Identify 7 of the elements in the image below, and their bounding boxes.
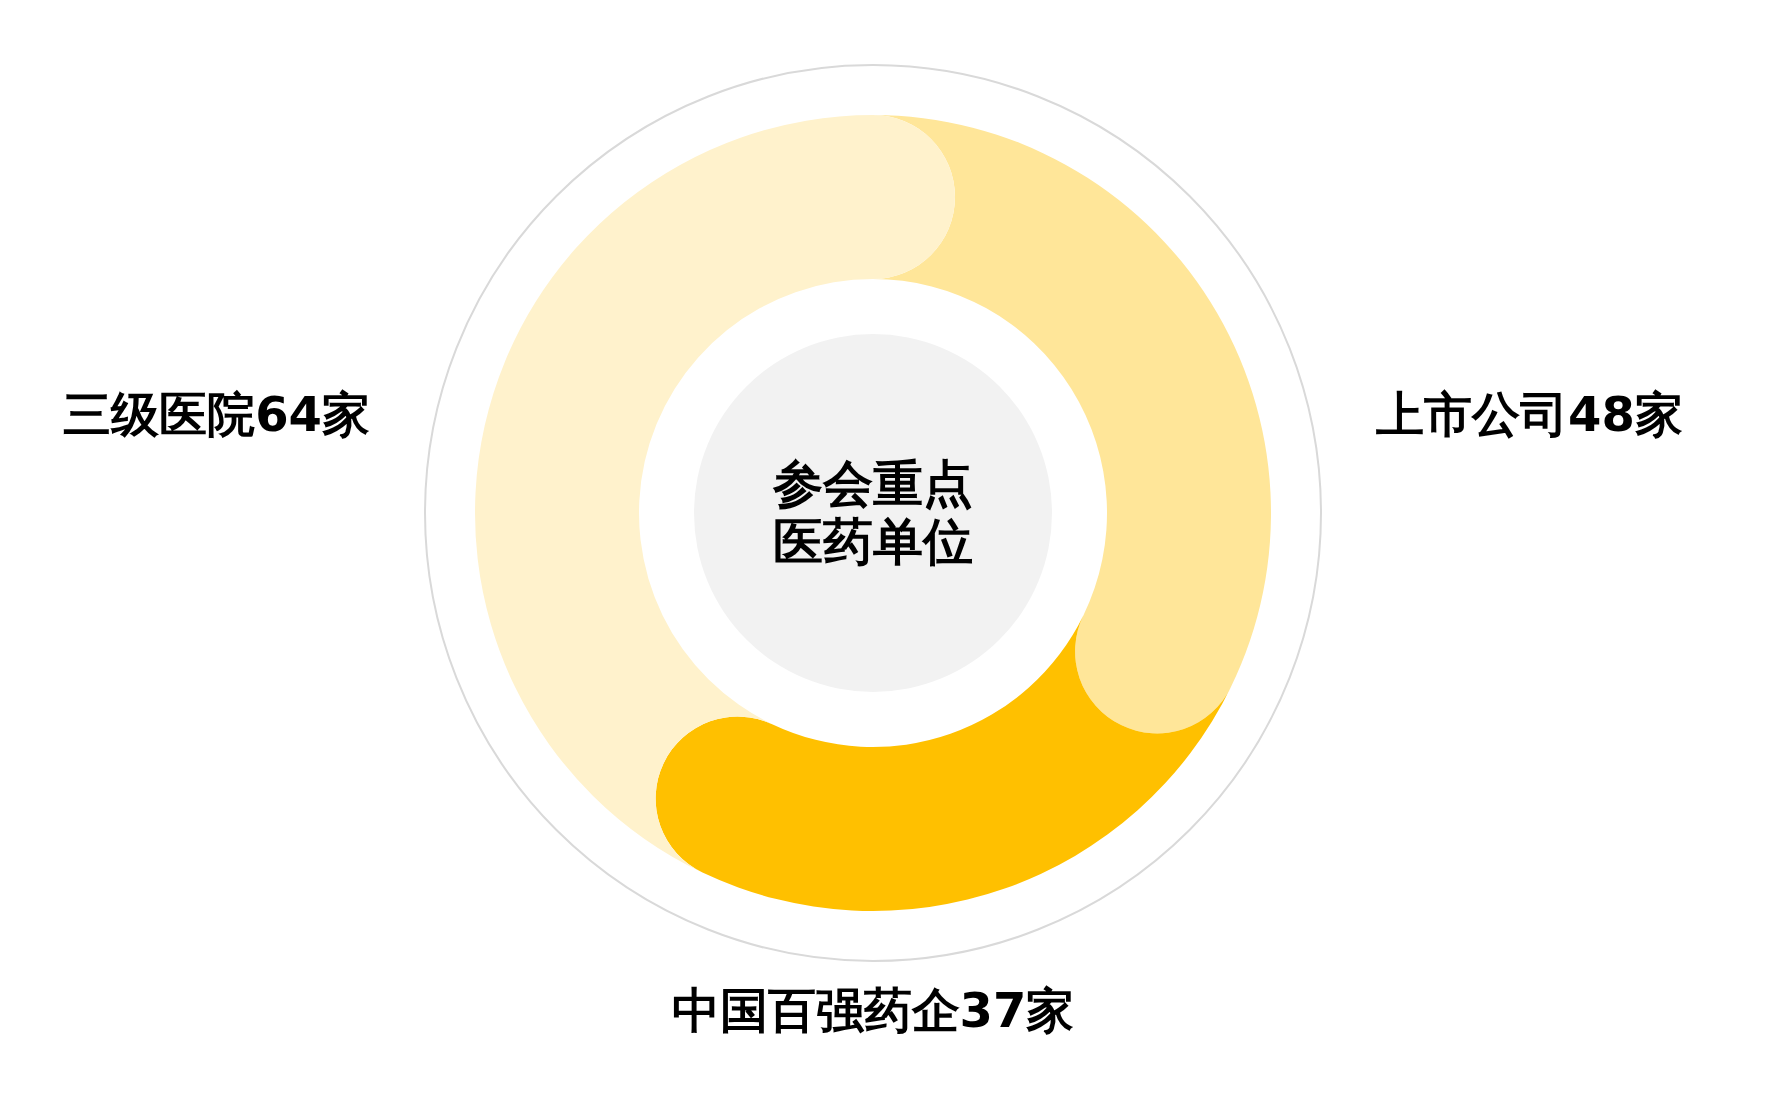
data-label: 37家	[959, 982, 1075, 1038]
slice-label: 三级医院	[63, 386, 256, 443]
slice-label: 上市公司	[1376, 386, 1568, 443]
data-label: 64家	[255, 386, 370, 443]
data-label: 48家	[1568, 386, 1683, 443]
slice-label: 中国百强药企	[671, 982, 960, 1038]
text: 参会重点医药单位	[772, 455, 973, 571]
